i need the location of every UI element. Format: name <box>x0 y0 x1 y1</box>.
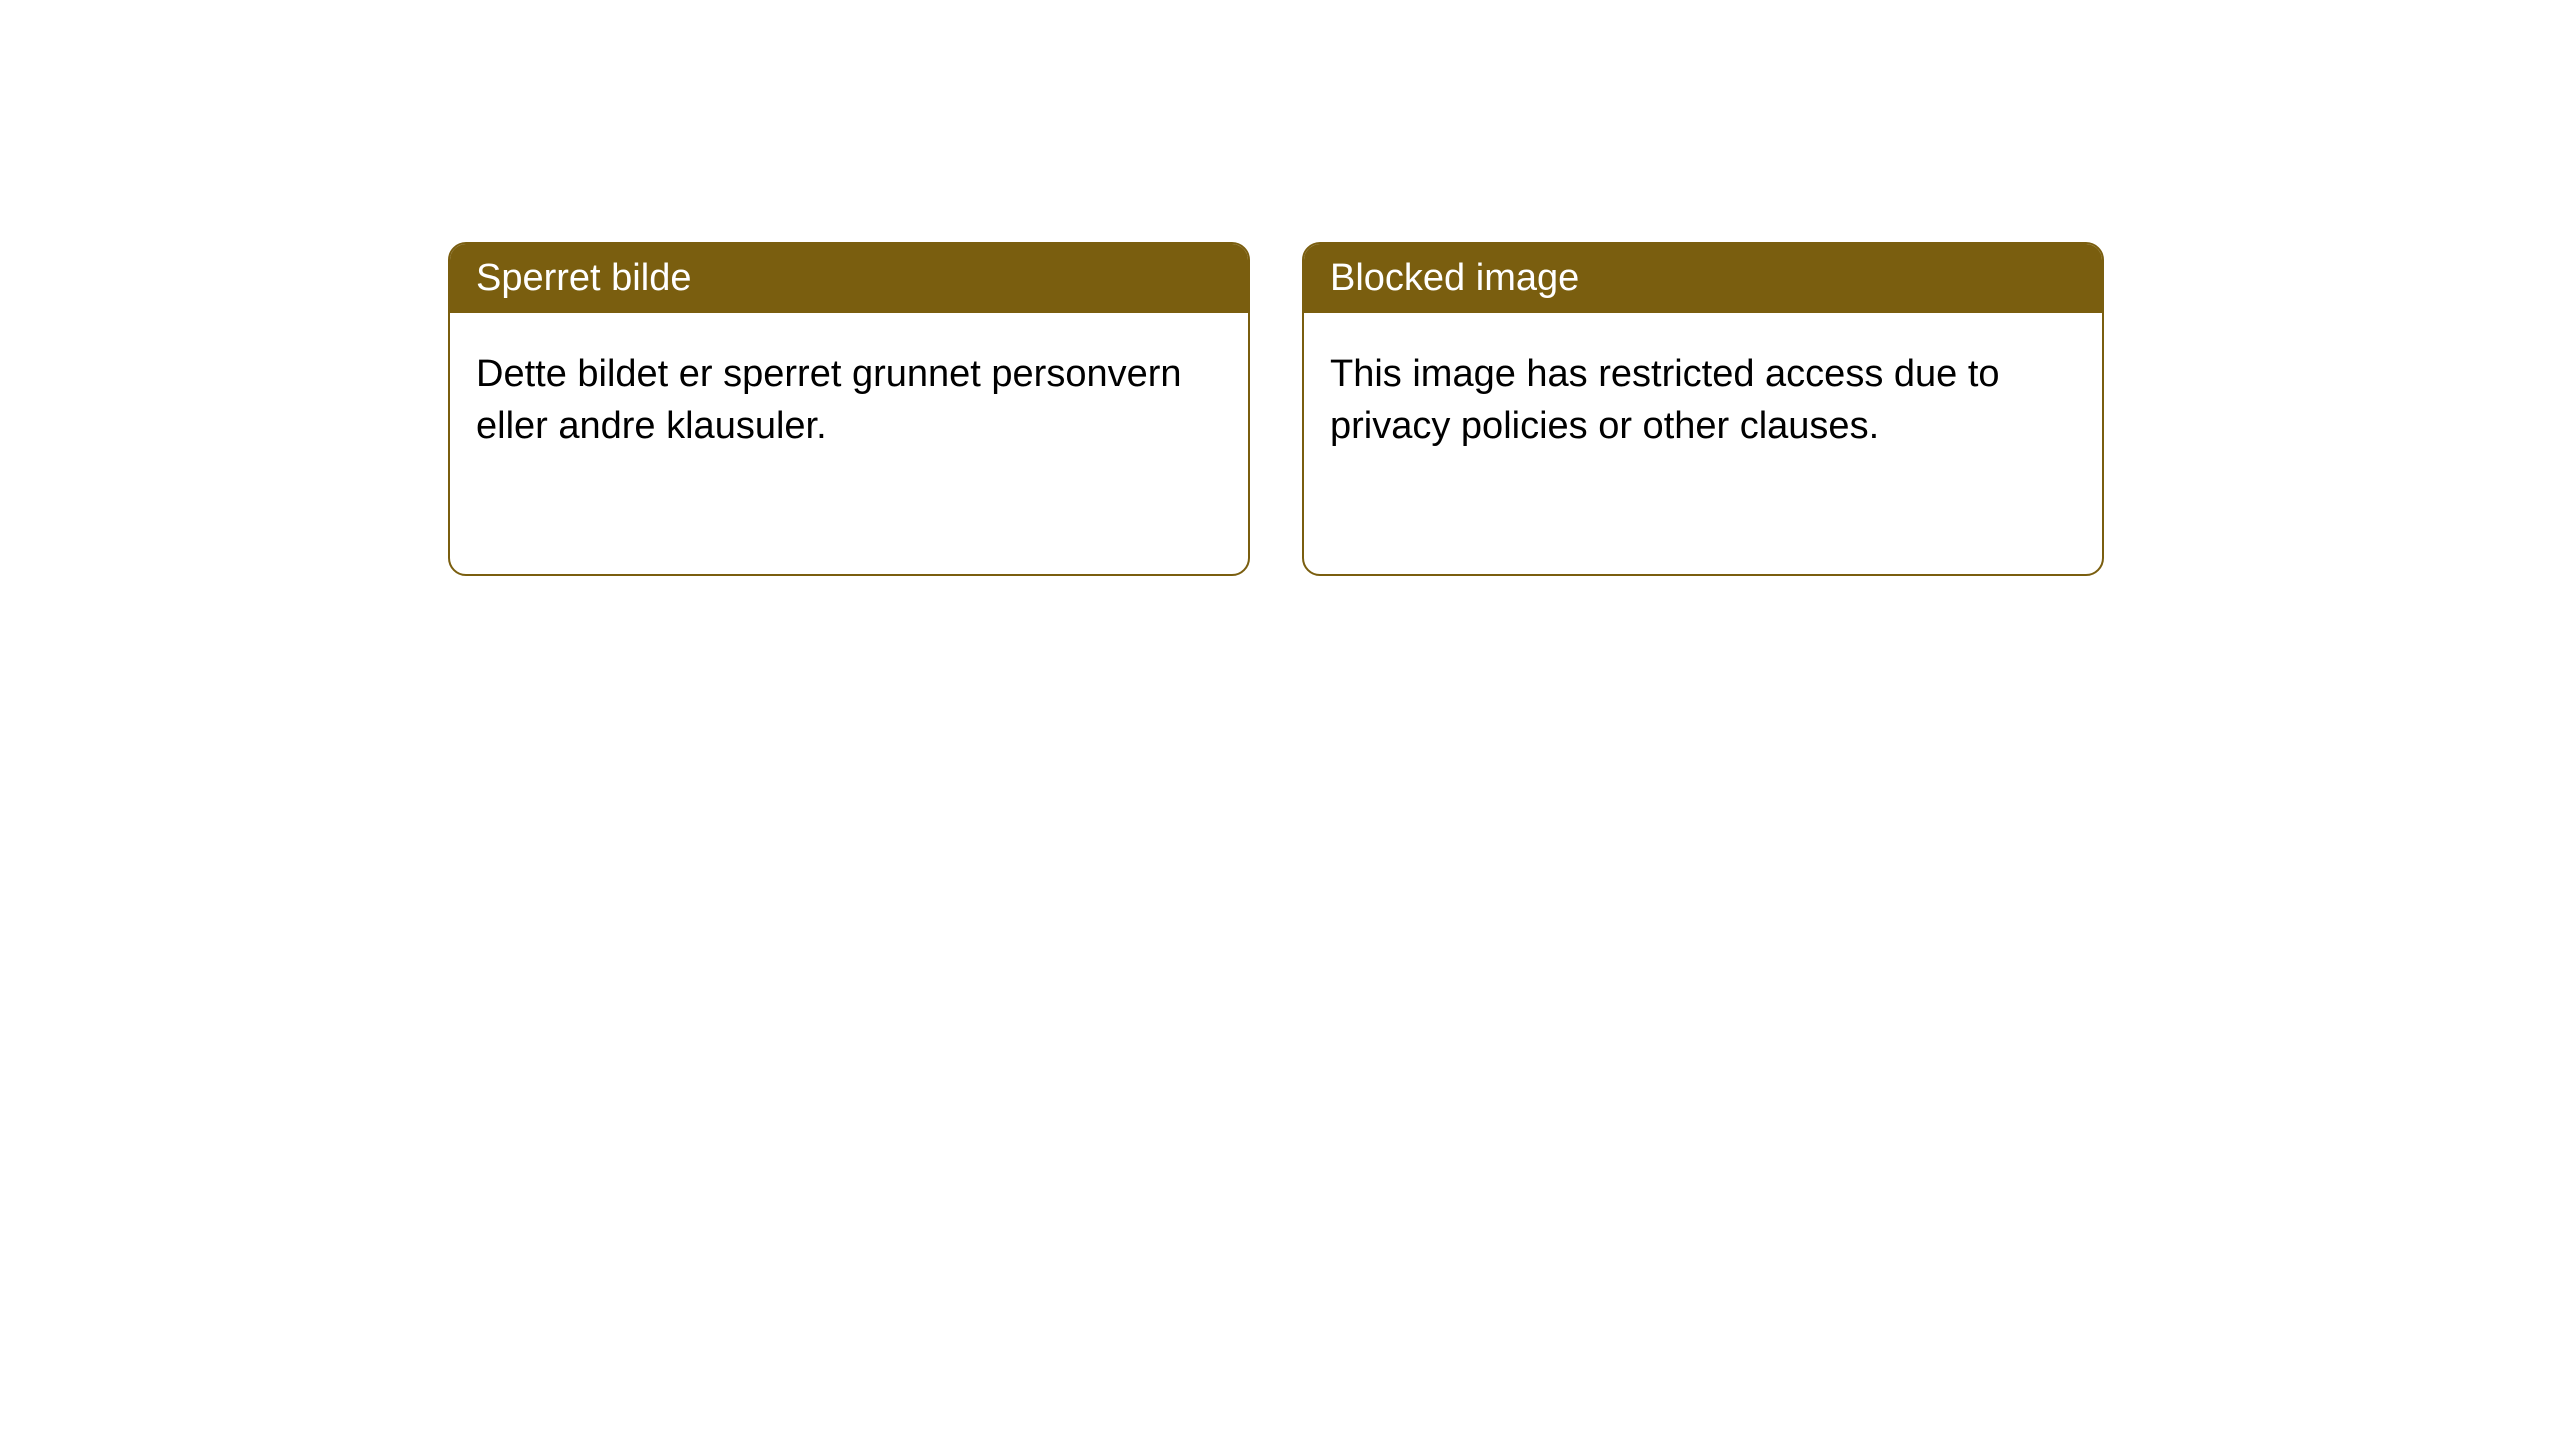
notice-header-norwegian: Sperret bilde <box>450 244 1248 313</box>
notice-body-norwegian: Dette bildet er sperret grunnet personve… <box>450 313 1248 488</box>
notice-container: Sperret bilde Dette bildet er sperret gr… <box>448 242 2104 576</box>
notice-header-english: Blocked image <box>1304 244 2102 313</box>
notice-card-norwegian: Sperret bilde Dette bildet er sperret gr… <box>448 242 1250 576</box>
notice-body-english: This image has restricted access due to … <box>1304 313 2102 488</box>
notice-card-english: Blocked image This image has restricted … <box>1302 242 2104 576</box>
